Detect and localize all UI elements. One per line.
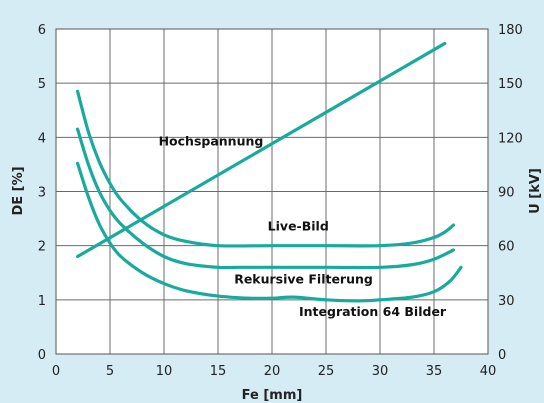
x-tick-label-3: 15 bbox=[210, 364, 227, 379]
x-tick-label-4: 20 bbox=[264, 364, 281, 379]
y-left-tick-label-5: 5 bbox=[38, 77, 46, 92]
x-axis-title: Fe [mm] bbox=[242, 388, 303, 403]
y-right-tick-label-2: 60 bbox=[498, 240, 515, 255]
x-tick-labels: 0 5 10 15 20 25 30 35 40 bbox=[52, 364, 496, 379]
y-right-tick-label-4: 120 bbox=[498, 131, 523, 146]
annotations: Hochspannung Live-Bild Rekursive Filterung… bbox=[159, 133, 447, 319]
annotation-rekursive-filterung: Rekursive Filterung bbox=[234, 272, 373, 287]
x-tick-label-1: 5 bbox=[106, 364, 114, 379]
y-left-tick-label-1: 1 bbox=[38, 294, 46, 309]
y-left-tick-label-2: 2 bbox=[38, 240, 46, 255]
annotation-live-bild: Live-Bild bbox=[268, 219, 329, 234]
y-left-tick-label-3: 3 bbox=[38, 186, 46, 201]
annotation-integration-64-bilder: Integration 64 Bilder bbox=[299, 304, 447, 319]
annotation-hochspannung: Hochspannung bbox=[159, 133, 264, 148]
x-tick-label-0: 0 bbox=[52, 364, 60, 379]
series-line-rekursive-filterung bbox=[76, 127, 456, 270]
y-right-tick-label-5: 150 bbox=[498, 77, 523, 92]
y-left-tick-label-4: 4 bbox=[38, 131, 46, 146]
y-right-tick-label-6: 180 bbox=[498, 23, 523, 38]
y-right-tick-labels: 0 30 60 90 120 150 180 bbox=[498, 23, 523, 363]
series-line-live-bild bbox=[76, 89, 456, 248]
y-right-tick-label-1: 30 bbox=[498, 294, 515, 309]
grid-lines bbox=[55, 28, 489, 355]
y-right-tick-label-0: 0 bbox=[498, 348, 506, 363]
y-right-tick-label-3: 90 bbox=[498, 186, 515, 201]
y-left-tick-label-6: 6 bbox=[38, 23, 46, 38]
y-left-tick-labels: 0 1 2 3 4 5 6 bbox=[38, 23, 46, 363]
y-right-axis-title: U [kV] bbox=[528, 168, 543, 214]
plot-border bbox=[55, 28, 489, 355]
series-layer bbox=[76, 41, 463, 303]
x-tick-label-7: 35 bbox=[426, 364, 443, 379]
x-tick-label-8: 40 bbox=[480, 364, 497, 379]
series-line-hochspannung bbox=[76, 41, 447, 259]
y-left-axis-title: DE [%] bbox=[11, 166, 26, 215]
y-left-tick-label-0: 0 bbox=[38, 348, 46, 363]
x-tick-label-5: 25 bbox=[318, 364, 335, 379]
series-line-integration-64-bilder bbox=[76, 161, 463, 303]
x-tick-label-6: 30 bbox=[372, 364, 389, 379]
x-tick-label-2: 10 bbox=[156, 364, 173, 379]
